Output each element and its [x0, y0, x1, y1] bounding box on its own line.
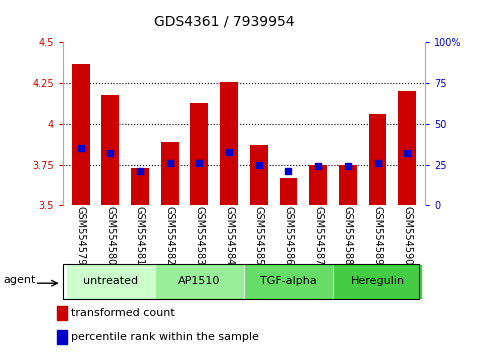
Bar [369, 114, 386, 205]
Bar [309, 165, 327, 205]
Text: GSM554585: GSM554585 [254, 206, 264, 266]
Bar [71, 64, 89, 205]
Point [374, 160, 382, 166]
Text: GSM554588: GSM554588 [343, 206, 353, 266]
Text: GSM554589: GSM554589 [372, 206, 383, 266]
Bar [244, 264, 333, 299]
Text: AP1510: AP1510 [178, 276, 221, 286]
Bar [57, 306, 67, 320]
Text: GDS4361 / 7939954: GDS4361 / 7939954 [155, 14, 295, 28]
Text: transformed count: transformed count [71, 308, 175, 318]
Bar [57, 330, 67, 344]
Point [77, 145, 85, 151]
Text: percentile rank within the sample: percentile rank within the sample [71, 332, 259, 342]
Point [106, 150, 114, 156]
Text: agent: agent [3, 275, 36, 285]
Text: GSM554584: GSM554584 [224, 206, 234, 266]
Bar [161, 142, 179, 205]
Text: GSM554587: GSM554587 [313, 206, 323, 266]
Text: GSM554581: GSM554581 [135, 206, 145, 266]
Point [344, 164, 352, 169]
Bar [398, 91, 416, 205]
Bar [250, 145, 268, 205]
Bar [339, 165, 357, 205]
Point [284, 168, 292, 174]
Bar [66, 264, 155, 299]
Text: GSM554583: GSM554583 [194, 206, 204, 266]
Point [136, 168, 144, 174]
Text: GSM554580: GSM554580 [105, 206, 115, 266]
Text: untreated: untreated [83, 276, 138, 286]
Text: TGF-alpha: TGF-alpha [260, 276, 317, 286]
Bar [280, 178, 298, 205]
Point [255, 162, 263, 167]
Text: Heregulin: Heregulin [351, 276, 405, 286]
Bar [190, 103, 208, 205]
Bar [131, 168, 149, 205]
Bar [220, 81, 238, 205]
Text: GSM554579: GSM554579 [76, 206, 85, 266]
Point [314, 164, 322, 169]
Bar [101, 95, 119, 205]
Text: GSM554586: GSM554586 [284, 206, 294, 266]
Bar [333, 264, 422, 299]
Point [225, 149, 233, 154]
Bar [155, 264, 244, 299]
Text: GSM554590: GSM554590 [402, 206, 412, 266]
Point [166, 160, 173, 166]
Point [403, 150, 411, 156]
Text: GSM554582: GSM554582 [165, 206, 175, 266]
Point [196, 160, 203, 166]
